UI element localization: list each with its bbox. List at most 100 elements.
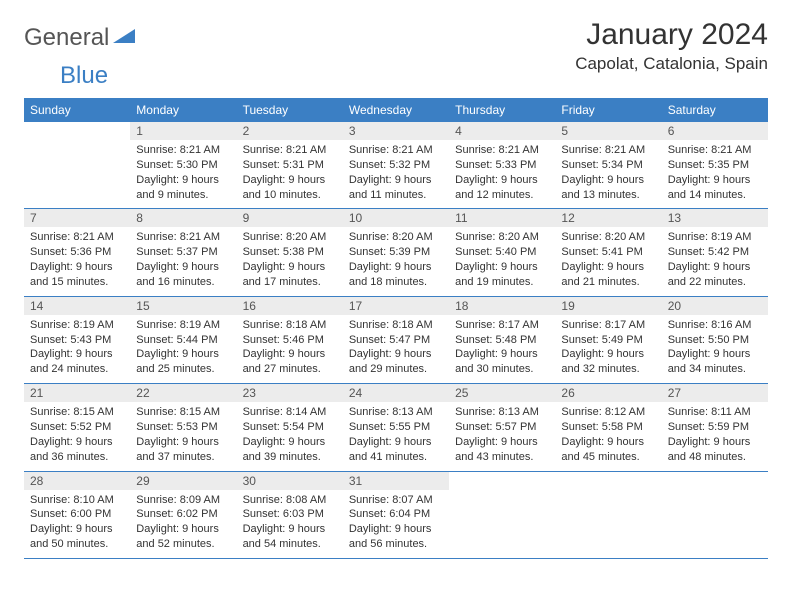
day-content-cell: Sunrise: 8:17 AMSunset: 5:49 PMDaylight:… xyxy=(555,315,661,384)
day-content-cell: Sunrise: 8:21 AMSunset: 5:30 PMDaylight:… xyxy=(130,140,236,209)
day-details: Sunrise: 8:20 AMSunset: 5:39 PMDaylight:… xyxy=(343,227,449,295)
calendar-table: Sunday Monday Tuesday Wednesday Thursday… xyxy=(24,98,768,559)
day-content-cell: Sunrise: 8:13 AMSunset: 5:57 PMDaylight:… xyxy=(449,402,555,471)
weekday-header: Saturday xyxy=(662,98,768,122)
day-content-cell: Sunrise: 8:11 AMSunset: 5:59 PMDaylight:… xyxy=(662,402,768,471)
day-number-cell: 4 xyxy=(449,122,555,140)
day-details: Sunrise: 8:21 AMSunset: 5:37 PMDaylight:… xyxy=(130,227,236,295)
day-content-cell: Sunrise: 8:10 AMSunset: 6:00 PMDaylight:… xyxy=(24,490,130,559)
day-content-cell: Sunrise: 8:21 AMSunset: 5:36 PMDaylight:… xyxy=(24,227,130,296)
day-content-cell xyxy=(449,490,555,559)
day-details: Sunrise: 8:21 AMSunset: 5:31 PMDaylight:… xyxy=(237,140,343,208)
day-number-cell: 5 xyxy=(555,122,661,140)
day-content-cell: Sunrise: 8:15 AMSunset: 5:52 PMDaylight:… xyxy=(24,402,130,471)
day-details: Sunrise: 8:21 AMSunset: 5:36 PMDaylight:… xyxy=(24,227,130,295)
day-content-row: Sunrise: 8:10 AMSunset: 6:00 PMDaylight:… xyxy=(24,490,768,559)
day-number-cell: 23 xyxy=(237,384,343,403)
day-number-cell: 19 xyxy=(555,296,661,315)
day-details: Sunrise: 8:13 AMSunset: 5:57 PMDaylight:… xyxy=(449,402,555,470)
day-details: Sunrise: 8:20 AMSunset: 5:40 PMDaylight:… xyxy=(449,227,555,295)
day-details: Sunrise: 8:13 AMSunset: 5:55 PMDaylight:… xyxy=(343,402,449,470)
day-number-cell: 6 xyxy=(662,122,768,140)
day-number-row: 78910111213 xyxy=(24,209,768,228)
day-content-cell: Sunrise: 8:21 AMSunset: 5:35 PMDaylight:… xyxy=(662,140,768,209)
day-number-cell xyxy=(24,122,130,140)
day-details: Sunrise: 8:12 AMSunset: 5:58 PMDaylight:… xyxy=(555,402,661,470)
logo-triangle-icon xyxy=(113,27,135,50)
day-details: Sunrise: 8:17 AMSunset: 5:49 PMDaylight:… xyxy=(555,315,661,383)
day-number-cell: 24 xyxy=(343,384,449,403)
day-details: Sunrise: 8:19 AMSunset: 5:44 PMDaylight:… xyxy=(130,315,236,383)
weekday-header: Monday xyxy=(130,98,236,122)
day-details: Sunrise: 8:15 AMSunset: 5:52 PMDaylight:… xyxy=(24,402,130,470)
day-number-cell: 2 xyxy=(237,122,343,140)
day-content-cell: Sunrise: 8:19 AMSunset: 5:43 PMDaylight:… xyxy=(24,315,130,384)
day-number-cell: 31 xyxy=(343,471,449,490)
weekday-header: Sunday xyxy=(24,98,130,122)
day-number-cell: 17 xyxy=(343,296,449,315)
day-content-cell: Sunrise: 8:21 AMSunset: 5:34 PMDaylight:… xyxy=(555,140,661,209)
day-number-cell: 28 xyxy=(24,471,130,490)
logo: General xyxy=(24,24,137,52)
day-content-cell: Sunrise: 8:21 AMSunset: 5:31 PMDaylight:… xyxy=(237,140,343,209)
day-content-cell: Sunrise: 8:16 AMSunset: 5:50 PMDaylight:… xyxy=(662,315,768,384)
day-content-cell xyxy=(662,490,768,559)
day-content-row: Sunrise: 8:15 AMSunset: 5:52 PMDaylight:… xyxy=(24,402,768,471)
day-number-cell: 30 xyxy=(237,471,343,490)
day-details: Sunrise: 8:17 AMSunset: 5:48 PMDaylight:… xyxy=(449,315,555,383)
day-number-cell: 8 xyxy=(130,209,236,228)
day-details: Sunrise: 8:07 AMSunset: 6:04 PMDaylight:… xyxy=(343,490,449,558)
day-content-cell: Sunrise: 8:13 AMSunset: 5:55 PMDaylight:… xyxy=(343,402,449,471)
day-content-cell: Sunrise: 8:17 AMSunset: 5:48 PMDaylight:… xyxy=(449,315,555,384)
day-content-row: Sunrise: 8:19 AMSunset: 5:43 PMDaylight:… xyxy=(24,315,768,384)
day-details: Sunrise: 8:18 AMSunset: 5:47 PMDaylight:… xyxy=(343,315,449,383)
logo-text-blue: Blue xyxy=(60,62,108,89)
day-number-cell: 21 xyxy=(24,384,130,403)
day-number-cell: 12 xyxy=(555,209,661,228)
day-details: Sunrise: 8:15 AMSunset: 5:53 PMDaylight:… xyxy=(130,402,236,470)
day-number-cell: 15 xyxy=(130,296,236,315)
day-content-cell: Sunrise: 8:12 AMSunset: 5:58 PMDaylight:… xyxy=(555,402,661,471)
day-number-cell: 16 xyxy=(237,296,343,315)
day-content-cell: Sunrise: 8:15 AMSunset: 5:53 PMDaylight:… xyxy=(130,402,236,471)
day-details: Sunrise: 8:11 AMSunset: 5:59 PMDaylight:… xyxy=(662,402,768,470)
day-content-cell: Sunrise: 8:08 AMSunset: 6:03 PMDaylight:… xyxy=(237,490,343,559)
day-number-cell xyxy=(555,471,661,490)
day-number-row: 14151617181920 xyxy=(24,296,768,315)
day-content-cell: Sunrise: 8:20 AMSunset: 5:41 PMDaylight:… xyxy=(555,227,661,296)
day-details: Sunrise: 8:21 AMSunset: 5:32 PMDaylight:… xyxy=(343,140,449,208)
day-number-cell: 7 xyxy=(24,209,130,228)
day-number-cell: 25 xyxy=(449,384,555,403)
day-content-row: Sunrise: 8:21 AMSunset: 5:30 PMDaylight:… xyxy=(24,140,768,209)
day-content-cell: Sunrise: 8:07 AMSunset: 6:04 PMDaylight:… xyxy=(343,490,449,559)
page-header: General January 2024 Capolat, Catalonia,… xyxy=(24,18,768,74)
day-number-cell: 13 xyxy=(662,209,768,228)
day-details: Sunrise: 8:18 AMSunset: 5:46 PMDaylight:… xyxy=(237,315,343,383)
day-content-cell: Sunrise: 8:21 AMSunset: 5:33 PMDaylight:… xyxy=(449,140,555,209)
day-content-cell: Sunrise: 8:19 AMSunset: 5:44 PMDaylight:… xyxy=(130,315,236,384)
day-content-cell: Sunrise: 8:09 AMSunset: 6:02 PMDaylight:… xyxy=(130,490,236,559)
day-details: Sunrise: 8:19 AMSunset: 5:42 PMDaylight:… xyxy=(662,227,768,295)
day-details: Sunrise: 8:20 AMSunset: 5:38 PMDaylight:… xyxy=(237,227,343,295)
day-number-cell: 27 xyxy=(662,384,768,403)
day-content-cell: Sunrise: 8:21 AMSunset: 5:32 PMDaylight:… xyxy=(343,140,449,209)
day-details: Sunrise: 8:21 AMSunset: 5:34 PMDaylight:… xyxy=(555,140,661,208)
day-content-cell: Sunrise: 8:14 AMSunset: 5:54 PMDaylight:… xyxy=(237,402,343,471)
weekday-header: Tuesday xyxy=(237,98,343,122)
day-content-cell: Sunrise: 8:18 AMSunset: 5:47 PMDaylight:… xyxy=(343,315,449,384)
day-content-cell: Sunrise: 8:19 AMSunset: 5:42 PMDaylight:… xyxy=(662,227,768,296)
day-content-cell: Sunrise: 8:21 AMSunset: 5:37 PMDaylight:… xyxy=(130,227,236,296)
day-number-cell: 9 xyxy=(237,209,343,228)
day-content-row: Sunrise: 8:21 AMSunset: 5:36 PMDaylight:… xyxy=(24,227,768,296)
day-number-cell: 22 xyxy=(130,384,236,403)
day-number-cell: 18 xyxy=(449,296,555,315)
day-details: Sunrise: 8:20 AMSunset: 5:41 PMDaylight:… xyxy=(555,227,661,295)
day-number-cell xyxy=(662,471,768,490)
day-number-cell: 14 xyxy=(24,296,130,315)
day-content-cell: Sunrise: 8:20 AMSunset: 5:38 PMDaylight:… xyxy=(237,227,343,296)
location-label: Capolat, Catalonia, Spain xyxy=(575,54,768,74)
day-details: Sunrise: 8:21 AMSunset: 5:35 PMDaylight:… xyxy=(662,140,768,208)
logo-text-gray: General xyxy=(24,24,109,52)
day-details: Sunrise: 8:19 AMSunset: 5:43 PMDaylight:… xyxy=(24,315,130,383)
weekday-header: Wednesday xyxy=(343,98,449,122)
